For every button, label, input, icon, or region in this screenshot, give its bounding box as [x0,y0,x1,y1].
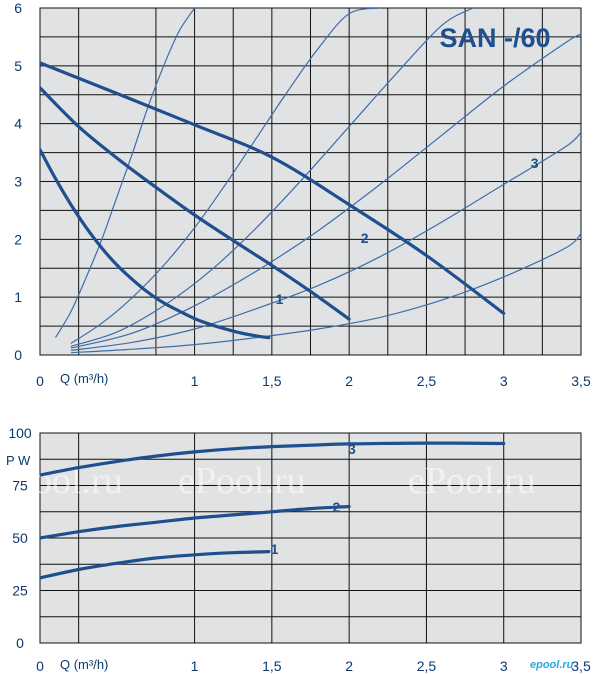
series-label-1: 1 [276,291,284,307]
series-line-1 [40,148,271,340]
series-label-1: 1 [271,541,279,557]
series-line-2 [40,86,351,321]
y-tick-label: 3 [14,174,22,190]
head-grid [40,8,581,355]
x-tick-label: 2 [345,658,353,674]
y-tick-label: 5 [14,58,22,74]
system-curve [70,233,581,354]
watermark-text: ePool.ru [0,460,123,502]
system-curve [70,131,581,351]
power-tick-labels: 0 1 1,5 2 2,5 3 3,5 0 25 50 75 100 [8,425,591,674]
x-tick-label: 3,5 [571,373,591,389]
series-label-3: 3 [531,155,539,171]
x-tick-label: 3 [500,373,508,389]
y-tick-label: 100 [8,425,32,441]
x-tick-label: 2,5 [417,373,437,389]
watermark-text: ePool.ru [178,460,306,502]
y-tick-label: 25 [12,583,28,599]
y-tick-label: 4 [14,116,22,132]
system-curve [70,8,474,347]
x-tick-label: 0 [36,373,44,389]
x-tick-label: 1 [191,658,199,674]
power-pump-curves [40,441,506,580]
series-label-2: 2 [361,230,369,246]
x-tick-label: 1 [191,373,199,389]
system-curve [54,8,196,338]
head-chart: 0 1 1,5 2 2,5 3 3,5 0 1 2 3 4 5 6 1 2 3 SAN -/60 Q (m³/… [14,0,591,389]
x-tick-label: 2 [345,373,353,389]
head-tick-labels: 0 1 1,5 2 2,5 3 3,5 0 1 2 3 4 5 6 [14,0,591,389]
series-line-2 [40,504,351,540]
x-tick-label: 0 [36,658,44,674]
y-tick-label: 2 [14,231,22,247]
x-tick-label: 1,5 [262,373,282,389]
y-tick-label: 1 [14,289,22,305]
x-tick-label: 2,5 [417,658,437,674]
system-curve [70,8,381,344]
power-curve-labels: 1 2 3 [271,441,356,557]
system-curve [70,33,581,349]
series-label-3: 3 [348,441,356,457]
head-curve-labels: 1 2 3 [276,155,539,307]
y-tick-label: 6 [14,0,22,16]
x-tick-label: 1,5 [262,658,282,674]
chart-title: SAN -/60 [439,23,550,53]
power-y-axis-label: P W [6,453,31,468]
series-line-1 [40,550,271,580]
watermark-group: ePool.ru ePool.ru ePool.ru [0,460,536,502]
y-tick-label: 0 [16,635,24,651]
series-line-3 [40,441,506,477]
head-x-axis-label: Q (m³/h) [60,371,108,386]
x-tick-label: 3,5 [571,658,591,674]
series-label-2: 2 [333,499,341,515]
power-x-axis-label: Q (m³/h) [60,657,108,672]
system-curves [54,8,581,354]
power-chart: ePool.ru ePool.ru ePool.ru 0 1 1,5 2 2,5 3 3,5… [0,425,591,674]
x-tick-label: 3 [500,658,508,674]
head-pump-curves [40,61,506,340]
watermark-text: ePool.ru [408,460,536,502]
y-tick-label: 0 [14,347,22,363]
series-line-3 [40,61,506,315]
brand-logo: epool.ru [530,659,574,671]
y-tick-label: 50 [12,530,28,546]
y-tick-label: 75 [12,478,28,494]
